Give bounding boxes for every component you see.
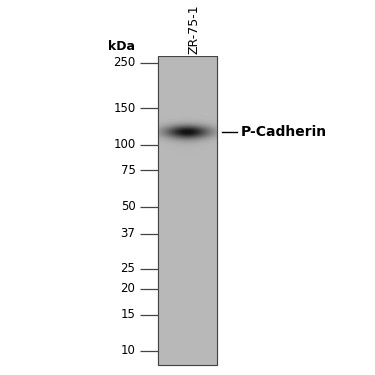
Text: 75: 75: [120, 164, 135, 177]
Bar: [158, 56, 217, 365]
Text: 150: 150: [113, 102, 135, 115]
Text: 50: 50: [121, 200, 135, 213]
Text: ZR-75-1: ZR-75-1: [188, 4, 201, 54]
Text: kDa: kDa: [108, 40, 135, 53]
Text: 15: 15: [120, 308, 135, 321]
Text: 10: 10: [120, 344, 135, 357]
Bar: [158, 56, 217, 365]
Text: 20: 20: [120, 282, 135, 295]
Text: 100: 100: [113, 138, 135, 151]
Text: P-Cadherin: P-Cadherin: [241, 125, 327, 139]
Text: 25: 25: [120, 262, 135, 275]
Text: 250: 250: [113, 56, 135, 69]
Text: 37: 37: [120, 227, 135, 240]
